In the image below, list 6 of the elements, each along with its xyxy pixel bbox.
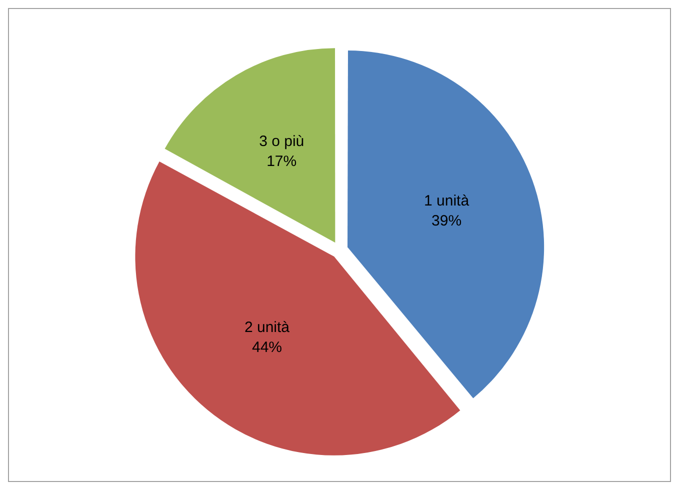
data-label: 44% [252,338,282,356]
data-label: 39% [432,212,462,230]
slice-label: 3 o più [259,133,304,150]
slice-label: 2 unità [244,318,290,336]
slice-label: 1 unità [424,192,470,210]
data-label: 17% [266,153,297,170]
